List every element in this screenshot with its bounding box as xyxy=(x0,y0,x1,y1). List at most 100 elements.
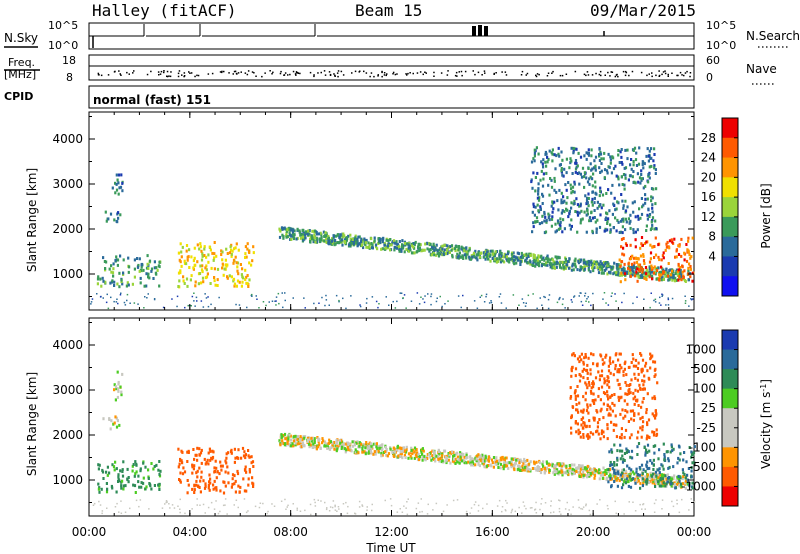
scatter-cell xyxy=(593,201,596,205)
scatter-cell xyxy=(487,252,490,256)
scatter-cell xyxy=(382,451,385,454)
scatter-cell xyxy=(563,266,566,270)
scatter-cell xyxy=(622,269,625,273)
scatter-cell xyxy=(519,468,522,472)
scatter-cell xyxy=(622,271,625,275)
scatter-cell xyxy=(96,293,98,295)
scatter-cell xyxy=(578,373,581,376)
scatter-cell xyxy=(354,450,357,454)
scatter-cell xyxy=(200,258,204,262)
scatter-cell xyxy=(684,302,687,304)
scatter-cell xyxy=(638,207,641,211)
scatter-cell xyxy=(475,256,478,260)
scatter-cell xyxy=(592,172,595,176)
scatter-cell xyxy=(219,510,221,513)
scatter-cell xyxy=(311,436,314,440)
scatter-cell xyxy=(611,183,614,187)
scatter-cell xyxy=(194,284,197,288)
scatter-cell xyxy=(616,218,619,222)
scatter-cell xyxy=(590,210,593,214)
nave-dot xyxy=(289,73,291,76)
scatter-cell xyxy=(563,227,566,231)
scatter-cell xyxy=(280,500,283,502)
scatter-cell xyxy=(552,511,555,513)
scatter-cell xyxy=(219,489,222,493)
scatter-cell xyxy=(576,394,580,398)
scatter-cell xyxy=(641,400,644,404)
scatter-cell xyxy=(506,461,509,465)
scatter-cell xyxy=(247,449,250,452)
scatter-cell xyxy=(294,434,297,438)
scatter-cell xyxy=(225,264,228,268)
scatter-cell xyxy=(120,292,122,294)
scatter-cell xyxy=(665,267,668,271)
scatter-cell xyxy=(225,461,228,465)
scatter-cell xyxy=(463,455,466,459)
nave-dot xyxy=(599,70,602,73)
scatter-cell xyxy=(359,240,363,244)
scatter-cell xyxy=(511,259,514,262)
scatter-cell xyxy=(296,507,298,510)
scatter-cell xyxy=(611,155,614,159)
scatter-cell xyxy=(233,504,235,506)
scatter-cell xyxy=(202,503,205,506)
scatter-cell xyxy=(179,511,181,514)
scatter-cell xyxy=(574,170,577,174)
scatter-cell xyxy=(139,276,142,280)
scatter-cell xyxy=(278,227,281,231)
scatter-cell xyxy=(587,204,590,208)
scatter-cell xyxy=(588,301,590,303)
scatter-cell xyxy=(489,249,492,253)
nave-dot xyxy=(546,75,549,77)
scatter-cell xyxy=(575,165,578,169)
scatter-cell xyxy=(607,217,610,221)
scatter-cell xyxy=(570,416,573,420)
scatter-cell xyxy=(563,471,566,475)
scatter-cell xyxy=(576,408,579,412)
scatter-cell xyxy=(630,361,633,364)
scatter-cell xyxy=(191,465,194,469)
scatter-cell xyxy=(208,488,211,492)
scatter-cell xyxy=(117,382,120,386)
scatter-cell xyxy=(235,284,238,288)
scatter-cell xyxy=(364,452,367,456)
scatter-cell xyxy=(140,481,143,485)
scatter-cell xyxy=(559,163,562,167)
scatter-cell xyxy=(618,161,621,164)
scatter-cell xyxy=(193,483,196,487)
scatter-cell xyxy=(179,480,182,484)
scatter-cell xyxy=(657,473,660,477)
scatter-cell xyxy=(668,278,671,282)
scatter-cell xyxy=(293,229,296,233)
power-colorbar-tick-label: 20 xyxy=(701,170,716,184)
scatter-cell xyxy=(654,168,657,172)
scatter-cell xyxy=(514,461,517,465)
scatter-cell xyxy=(595,409,598,412)
scatter-cell xyxy=(325,294,327,297)
scatter-cell xyxy=(378,446,381,450)
scatter-cell xyxy=(196,300,198,302)
scatter-cell xyxy=(102,417,105,421)
scatter-cell xyxy=(521,468,524,472)
scatter-cell xyxy=(116,370,119,374)
scatter-cell xyxy=(546,263,549,267)
scatter-cell xyxy=(116,178,119,182)
scatter-cell xyxy=(307,229,310,233)
nave-dot xyxy=(535,75,538,78)
scatter-cell xyxy=(573,180,576,184)
scatter-cell xyxy=(633,372,636,376)
scatter-cell xyxy=(292,297,294,299)
scatter-cell xyxy=(634,181,637,185)
scatter-cell xyxy=(278,439,281,443)
scatter-cell xyxy=(133,302,136,304)
scatter-cell xyxy=(660,484,663,488)
scatter-cell xyxy=(353,440,356,444)
scatter-cell xyxy=(631,254,634,258)
scatter-cell xyxy=(97,275,100,279)
scatter-cell xyxy=(503,260,506,264)
scatter-cell xyxy=(331,441,334,445)
scatter-cell xyxy=(304,509,306,512)
scatter-cell xyxy=(410,244,413,248)
scatter-cell xyxy=(645,278,648,281)
scatter-cell xyxy=(500,254,503,258)
